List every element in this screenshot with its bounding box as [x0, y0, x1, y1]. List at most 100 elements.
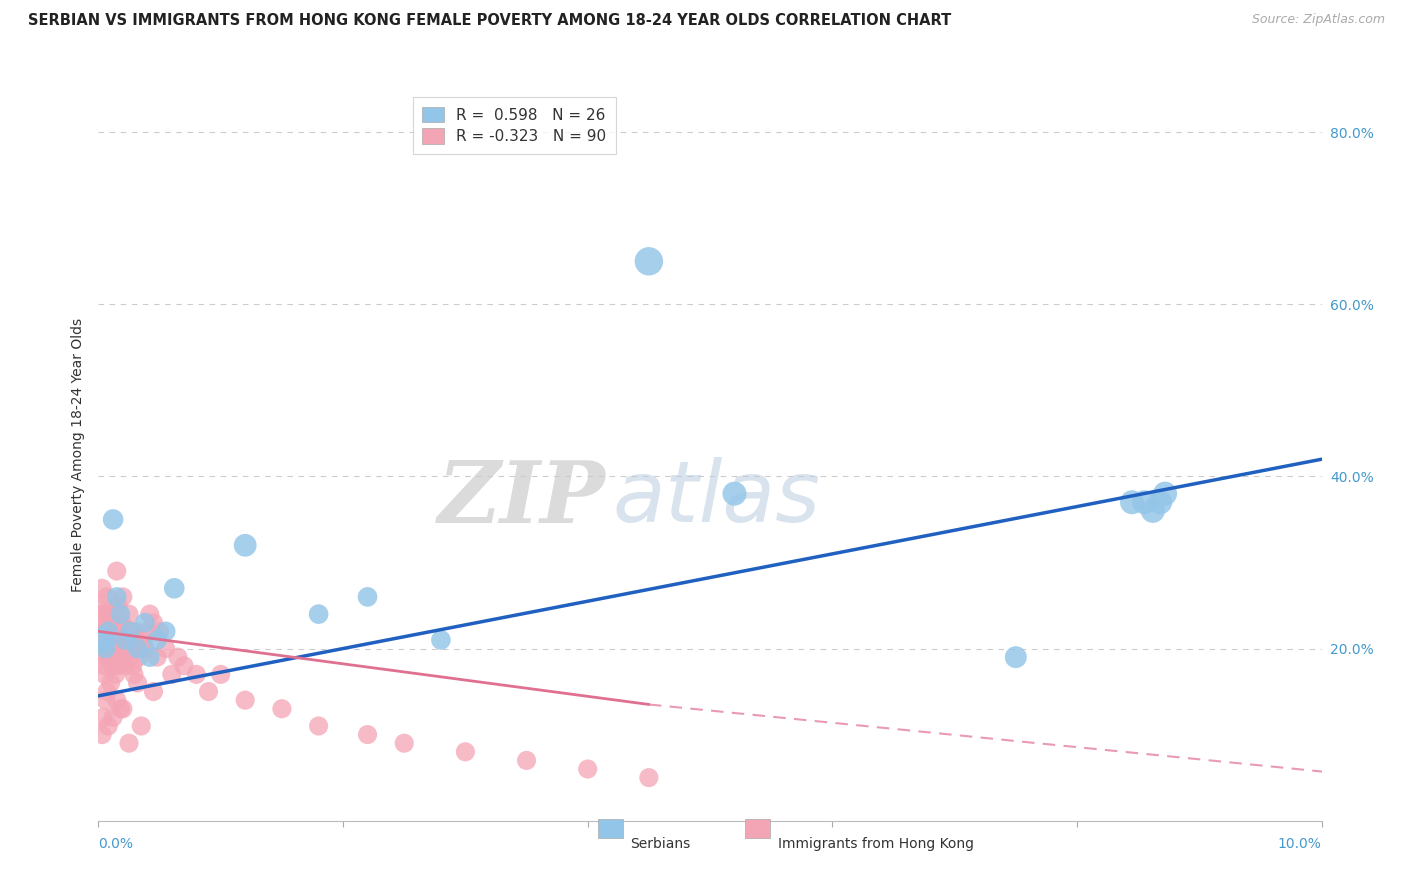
Point [91, 582, 114, 596]
Point [122, 667, 145, 681]
Point [356, 728, 378, 742]
Point [101, 624, 124, 639]
Point [89, 624, 111, 639]
Point [105, 632, 128, 647]
Text: ZIP: ZIP [439, 457, 606, 541]
Point [114, 658, 136, 673]
Point [96, 624, 118, 639]
Point [155, 624, 177, 639]
Point [101, 615, 124, 630]
Point [163, 582, 186, 596]
Point [110, 632, 132, 647]
Point [94, 641, 117, 656]
Point [107, 658, 129, 673]
Point [118, 736, 141, 750]
Point [128, 650, 150, 665]
Point [124, 641, 146, 656]
Point [356, 590, 378, 604]
Point [93, 667, 115, 681]
Point [142, 615, 165, 630]
Point [97, 624, 120, 639]
Point [454, 745, 477, 759]
Point [111, 615, 134, 630]
Point [97, 650, 120, 665]
Point [1149, 495, 1171, 509]
Point [103, 641, 125, 656]
Point [91, 632, 114, 647]
Point [100, 676, 122, 690]
Point [94, 693, 117, 707]
Point [107, 599, 129, 613]
Point [139, 650, 162, 665]
Point [118, 650, 141, 665]
Point [134, 615, 156, 630]
Point [270, 702, 294, 716]
Point [105, 590, 128, 604]
Point [105, 564, 128, 578]
Point [136, 624, 159, 639]
Point [129, 719, 152, 733]
Point [308, 607, 330, 621]
Point [100, 650, 122, 665]
Point [93, 658, 115, 673]
Point [233, 538, 256, 552]
Point [392, 736, 416, 750]
Point [1154, 486, 1177, 500]
Point [90, 607, 112, 621]
Point [108, 624, 131, 639]
Point [120, 624, 142, 639]
Point [155, 641, 177, 656]
Point [173, 658, 195, 673]
Point [233, 693, 256, 707]
Point [723, 486, 745, 500]
Point [101, 512, 124, 526]
Point [98, 607, 121, 621]
Point [101, 710, 124, 724]
Point [139, 607, 162, 621]
Point [101, 658, 124, 673]
Text: Serbians: Serbians [630, 837, 690, 851]
Point [97, 624, 120, 639]
Text: SERBIAN VS IMMIGRANTS FROM HONG KONG FEMALE POVERTY AMONG 18-24 YEAR OLDS CORREL: SERBIAN VS IMMIGRANTS FROM HONG KONG FEM… [28, 13, 952, 29]
Point [516, 753, 538, 767]
Point [105, 693, 128, 707]
Point [93, 624, 115, 639]
Point [111, 641, 134, 656]
Point [111, 590, 134, 604]
Point [118, 607, 141, 621]
Point [1121, 495, 1143, 509]
Point [142, 684, 165, 698]
Point [124, 624, 146, 639]
Point [103, 607, 125, 621]
Point [104, 667, 127, 681]
Point [91, 599, 114, 613]
Point [134, 641, 156, 656]
Point [638, 771, 661, 785]
Point [90, 632, 112, 647]
Point [100, 641, 122, 656]
Point [110, 702, 132, 716]
Point [197, 684, 219, 698]
Point [96, 590, 118, 604]
Point [98, 632, 121, 647]
Point [1004, 650, 1026, 665]
Point [110, 650, 132, 665]
Text: atlas: atlas [612, 458, 820, 541]
Point [96, 684, 118, 698]
Point [101, 632, 124, 647]
Text: 10.0%: 10.0% [1278, 837, 1322, 851]
Point [117, 641, 139, 656]
Point [576, 762, 599, 776]
Point [91, 650, 114, 665]
Point [430, 632, 453, 647]
Y-axis label: Female Poverty Among 18-24 Year Olds: Female Poverty Among 18-24 Year Olds [70, 318, 84, 592]
Point [114, 624, 136, 639]
Point [146, 650, 169, 665]
Point [112, 650, 135, 665]
Point [97, 719, 120, 733]
Point [160, 667, 183, 681]
Text: Immigrants from Hong Kong: Immigrants from Hong Kong [778, 837, 973, 851]
Point [120, 624, 142, 639]
Point [127, 676, 149, 690]
Point [91, 710, 114, 724]
